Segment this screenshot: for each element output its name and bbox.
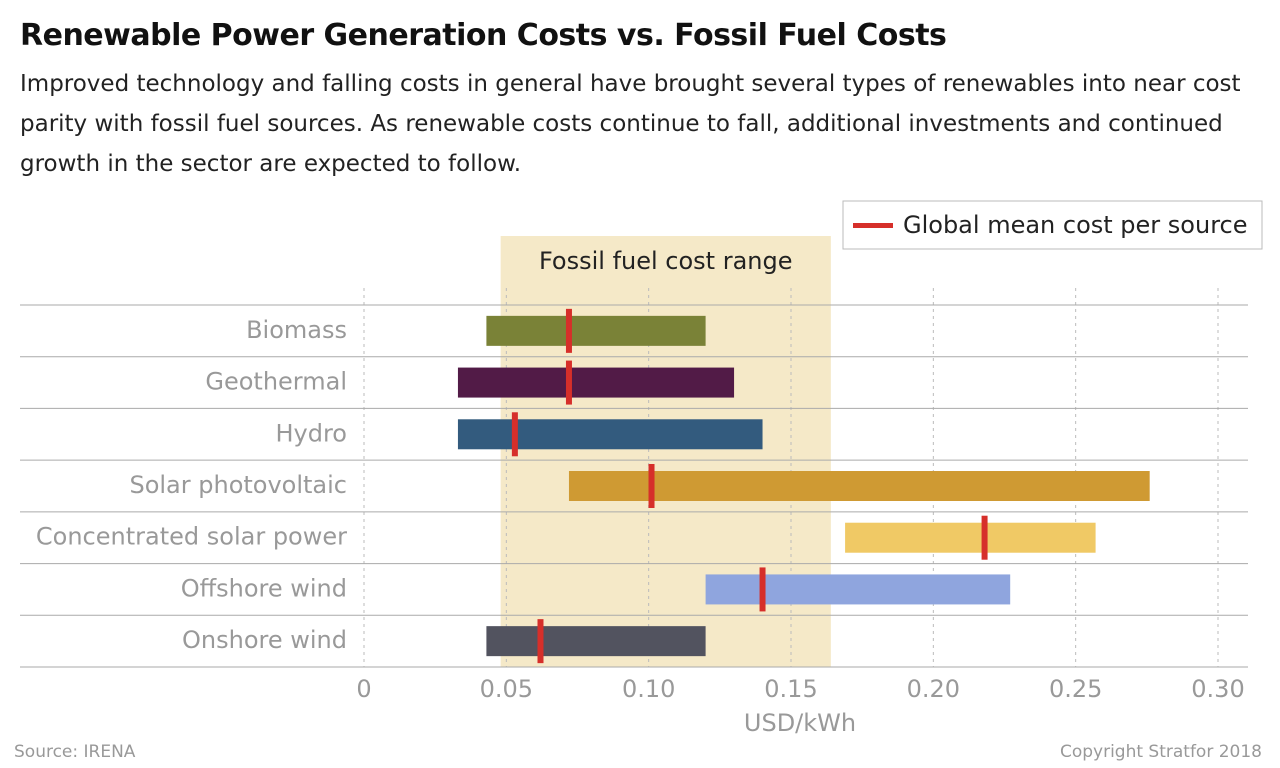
copyright: Copyright Stratfor 2018 [1060, 742, 1262, 762]
legend-swatch [853, 223, 893, 228]
chart-title: Renewable Power Generation Costs vs. Fos… [20, 18, 947, 53]
range-bar [486, 626, 706, 657]
x-tick-label: 0.20 [907, 675, 960, 703]
range-bar [486, 315, 706, 346]
source: Source: IRENA [14, 742, 136, 762]
fossil-range-label: Fossil fuel cost range [539, 247, 793, 275]
category-label: Biomass [246, 316, 347, 344]
x-tick-label: 0.30 [1191, 675, 1244, 703]
range-bar [457, 367, 735, 398]
mean-marker [759, 567, 766, 612]
range-bar [705, 574, 1011, 605]
x-axis-title: USD/kWh [744, 709, 856, 737]
range-bar [568, 471, 1150, 501]
range-bar [457, 419, 763, 450]
category-label: Hydro [275, 419, 347, 447]
category-label: Solar photovoltaic [129, 471, 347, 499]
range-bar [845, 522, 1096, 553]
chart-subtitle: Improved technology and falling costs in… [20, 71, 1241, 177]
category-label: Concentrated solar power [36, 523, 347, 551]
mark-layer [457, 308, 1150, 664]
legend-box [842, 200, 1263, 250]
x-tick-label: 0 [356, 675, 371, 703]
mean-marker [565, 308, 572, 353]
legend-label: Global mean cost per source [903, 211, 1248, 239]
category-label: Offshore wind [181, 574, 347, 602]
x-tick-label: 0.25 [1049, 675, 1102, 703]
x-tick-label: 0.10 [622, 675, 675, 703]
category-label: Onshore wind [182, 626, 347, 654]
x-tick-label: 0.15 [764, 675, 817, 703]
mean-marker [511, 412, 518, 457]
mean-marker [648, 464, 655, 508]
x-tick-label: 0.05 [480, 675, 533, 703]
mean-marker [537, 619, 544, 664]
mean-marker [981, 515, 988, 560]
mean-marker [565, 360, 572, 405]
category-label: Geothermal [205, 368, 347, 396]
